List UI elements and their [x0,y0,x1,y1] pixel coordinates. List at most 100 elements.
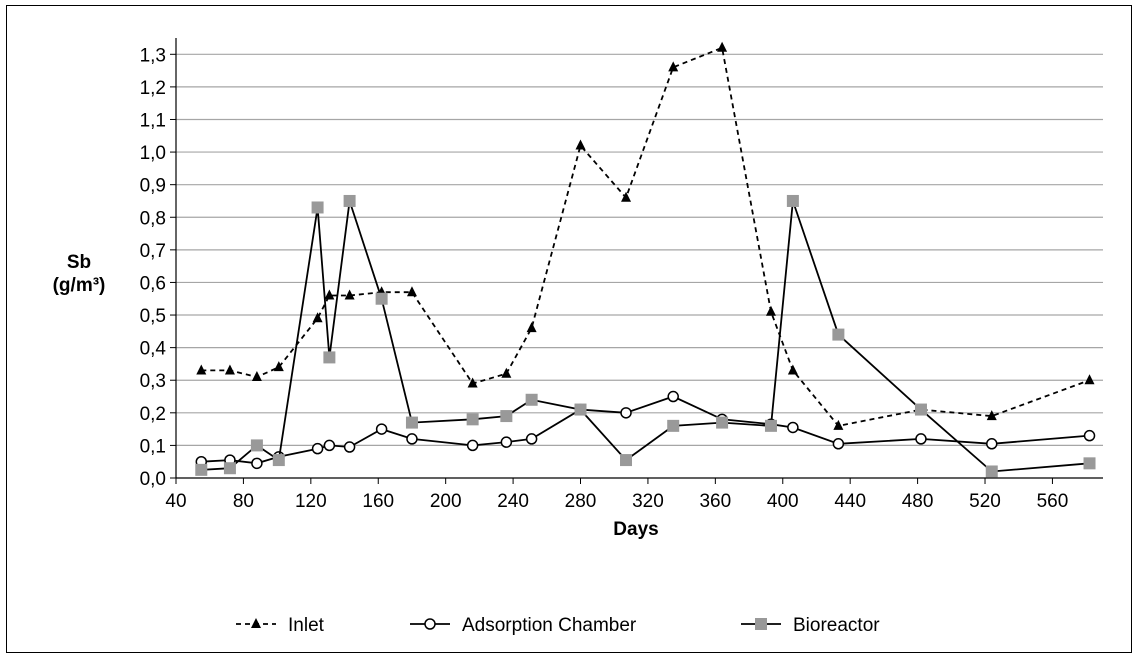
x-tick-labels: 40 80 120 160 200 240 280 320 360 400 440 480 520 560 [165,491,1068,512]
x-tick-label: 200 [430,491,462,512]
data-point-adsorption-chamber [466,439,479,452]
y-tick-label: 0,1 [140,436,166,457]
x-tick-label: 120 [295,491,327,512]
series-layer [195,41,1096,478]
series-bioreactor [195,194,1096,478]
data-point-inlet [467,377,478,388]
data-point-adsorption-chamber [343,441,356,453]
data-point-adsorption-chamber [323,439,336,452]
series-line-bioreactor [201,200,1090,473]
x-tick-label: 80 [233,491,254,512]
y-tick-label: 1,0 [140,143,166,164]
x-tick-label: 240 [497,491,529,512]
data-point-bioreactor [250,439,263,452]
series-line-inlet [201,46,1090,427]
data-point-bioreactor [574,403,587,416]
x-tick-label: 40 [165,491,186,512]
legend-item-inlet: Inlet [236,615,325,636]
data-point-adsorption-chamber [986,438,998,450]
data-point-inlet [668,61,679,72]
legend-label: Inlet [288,615,325,636]
data-point-inlet [344,289,355,300]
data-point-inlet [196,364,207,375]
y-axis-label-line1: Sb [67,252,91,273]
x-tick-label: 480 [902,491,934,512]
y-tick-label: 0,7 [140,241,166,262]
chart-frame [6,5,1132,653]
data-point-adsorption-chamber [251,457,263,470]
data-point-bioreactor [311,201,324,214]
data-point-inlet [312,312,323,323]
data-point-bioreactor [716,416,729,429]
x-tick-label: 360 [699,491,731,512]
legend: Inlet Adsorption Chamber Bioreactor [236,615,880,636]
data-point-bioreactor [405,416,418,429]
data-point-bioreactor [764,419,777,432]
data-point-bioreactor [832,328,845,341]
x-tick-label: 320 [632,491,664,512]
x-tick-label: 280 [565,491,597,512]
data-point-inlet [224,364,235,375]
data-point-bioreactor [223,462,236,475]
legend-marker [424,618,436,630]
y-tick-labels: 0,0 0,1 0,2 0,3 0,4 0,5 0,6 0,7 0,8 0,9 1,0 1,1 1,2 1… [140,45,167,490]
data-point-adsorption-chamber [832,438,845,450]
legend-item-adsorption-chamber: Adsorption Chamber [410,615,637,636]
data-point-bioreactor [195,463,208,476]
y-tick-label: 0,3 [140,371,166,392]
axes [170,38,1103,484]
y-tick-label: 1,2 [140,78,166,99]
data-point-adsorption-chamber [1083,429,1096,442]
x-tick-label: 560 [1037,491,1069,512]
data-point-inlet [324,289,335,300]
legend-marker [755,618,767,630]
y-tick-label: 0,9 [140,176,166,197]
data-point-adsorption-chamber [620,407,632,419]
legend-label: Adsorption Chamber [462,615,637,636]
x-axis-label: Days [613,519,658,540]
data-point-bioreactor [375,292,388,305]
y-axis-label-line2: (g/m³) [53,275,106,296]
x-tick-label: 160 [362,491,394,512]
data-point-bioreactor [1083,457,1096,470]
data-point-adsorption-chamber [406,433,418,445]
series-line-adsorption-chamber [201,395,1090,465]
x-tick-label: 440 [834,491,866,512]
data-point-bioreactor [466,413,479,426]
y-tick-label: 0,4 [140,339,167,360]
data-point-bioreactor [914,403,927,416]
data-point-bioreactor [343,194,356,207]
y-tick-label: 0,0 [140,469,166,490]
legend-label: Bioreactor [793,615,880,636]
data-point-bioreactor [786,194,799,207]
data-point-inlet [575,139,586,150]
series-inlet [196,41,1095,430]
data-point-inlet [986,410,997,421]
y-tick-label: 1,3 [140,45,166,66]
data-point-inlet [406,286,417,297]
data-point-bioreactor [525,393,538,406]
data-point-inlet [717,41,728,52]
data-point-inlet [787,364,798,375]
series-adsorption-chamber [195,390,1096,470]
data-point-inlet [833,419,844,430]
grid-lines [176,53,1103,447]
data-point-inlet [526,322,537,333]
data-point-adsorption-chamber [311,442,324,455]
data-point-bioreactor [667,419,680,432]
data-point-inlet [765,305,776,316]
data-point-adsorption-chamber [525,433,538,445]
legend-marker [251,618,261,628]
x-tick-label: 400 [767,491,799,512]
y-tick-label: 0,2 [140,404,166,425]
data-point-adsorption-chamber [915,433,927,445]
data-point-adsorption-chamber [500,436,513,448]
legend-item-bioreactor: Bioreactor [741,615,880,636]
data-point-inlet [621,191,632,202]
data-point-adsorption-chamber [787,421,799,434]
y-tick-label: 0,8 [140,208,166,229]
data-point-bioreactor [620,454,633,467]
data-point-inlet [273,361,284,372]
data-point-bioreactor [985,465,998,478]
y-tick-label: 0,5 [140,306,166,327]
